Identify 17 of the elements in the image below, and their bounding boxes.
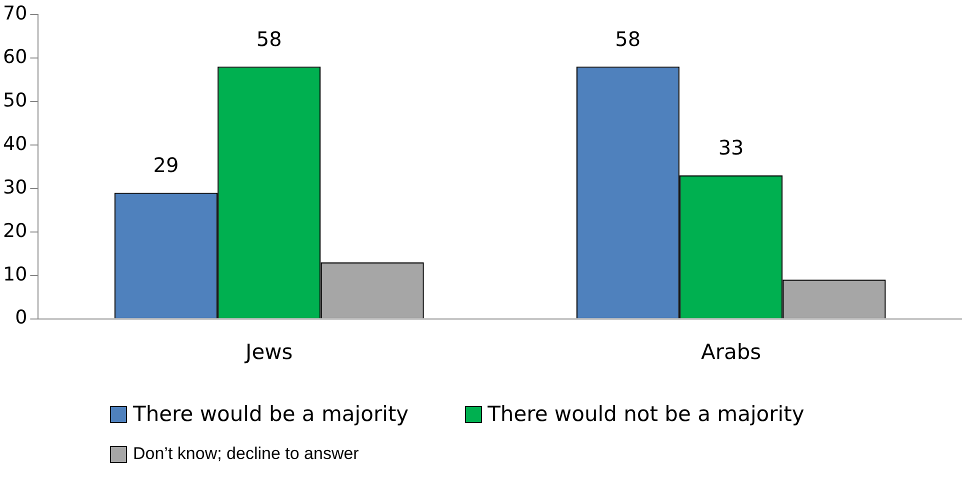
x-tick-label: Arabs xyxy=(700,340,762,364)
legend-label: There would not be a majority xyxy=(488,402,804,426)
y-tick-label: 0 xyxy=(15,306,28,329)
data-label: 29 xyxy=(153,152,179,177)
y-tick-label: 40 xyxy=(2,132,28,155)
legend-label: Don’t know; decline to answer xyxy=(133,444,359,464)
x-tick-label: Jews xyxy=(244,340,293,364)
y-tick-label: 70 xyxy=(2,2,28,24)
y-tick-label: 20 xyxy=(2,220,28,242)
data-label: 33 xyxy=(718,136,744,160)
y-tick-label: 60 xyxy=(2,46,28,68)
y-tick-label: 10 xyxy=(2,263,28,286)
legend-label: There would be a majority xyxy=(133,402,409,426)
y-tick-label: 30 xyxy=(2,176,28,198)
data-label: 58 xyxy=(256,26,282,51)
y-tick-label: 50 xyxy=(2,89,28,112)
data-label: 58 xyxy=(615,26,641,51)
